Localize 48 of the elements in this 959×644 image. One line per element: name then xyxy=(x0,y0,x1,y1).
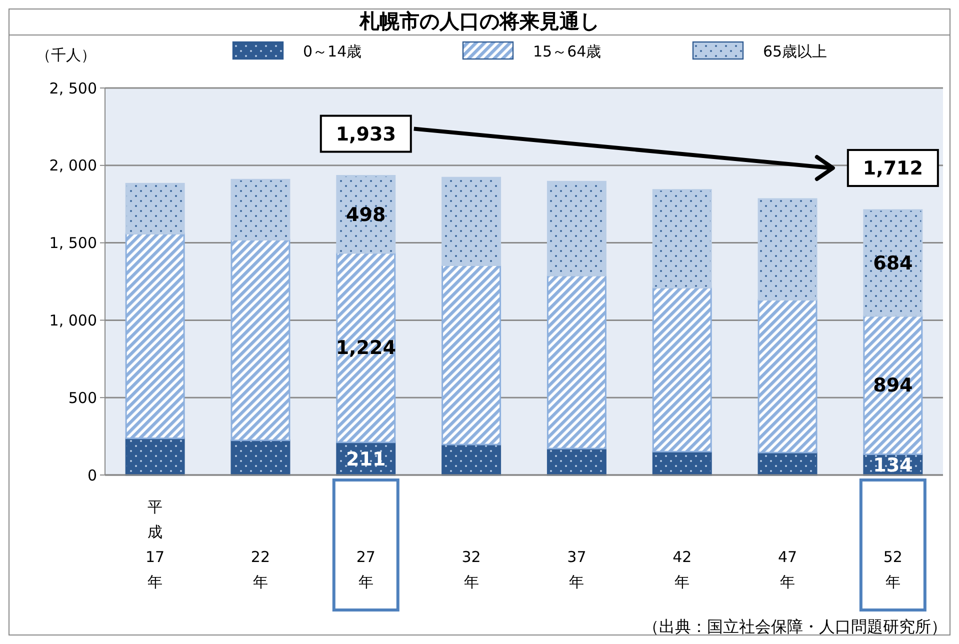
x-tick-label: 32年 xyxy=(462,548,481,591)
bar xyxy=(125,438,185,476)
bar xyxy=(336,175,396,254)
x-tick-label: 42年 xyxy=(672,548,692,591)
x-tick-label: 27年 xyxy=(356,548,376,591)
bar xyxy=(863,315,923,456)
bar xyxy=(546,448,606,476)
y-tick-label: 1, 500 xyxy=(49,234,97,252)
bar xyxy=(758,198,818,301)
text: （出典：国立社会保障・人口問題研究所） xyxy=(643,617,947,636)
bar xyxy=(652,286,712,452)
y-tick-label: 2, 500 xyxy=(49,79,97,98)
bar xyxy=(125,232,185,440)
y-tick-label: 500 xyxy=(68,388,97,407)
x-tick-label: 37年 xyxy=(567,548,586,591)
legend-label: 0～14歳 xyxy=(303,42,362,60)
x-tick-label: 47年 xyxy=(778,548,798,591)
chart-title: 札幌市の人口の将来見通し xyxy=(358,9,600,33)
bar xyxy=(442,444,502,476)
x-tick-label: 52年 xyxy=(883,548,902,591)
bar xyxy=(125,182,185,234)
data-label: 498 xyxy=(346,204,386,226)
bar xyxy=(230,238,290,442)
y-axis-title: （千人） xyxy=(36,46,96,64)
legend-label: 15～64歳 xyxy=(533,42,602,60)
legend-label: 65歳以上 xyxy=(763,42,828,60)
bar xyxy=(546,274,606,450)
bar xyxy=(230,440,290,476)
annotation: 1,712 xyxy=(862,158,923,180)
data-label: 1,224 xyxy=(336,337,396,360)
data-label: 134 xyxy=(873,454,913,476)
data-label: 684 xyxy=(873,252,913,275)
annotation: 1,933 xyxy=(336,123,396,146)
bar xyxy=(442,264,502,446)
y-tick-label: 2, 000 xyxy=(49,156,97,175)
bar xyxy=(758,299,818,454)
x-tick-label: 平成17年 xyxy=(146,498,165,591)
y-tick-label: 1, 000 xyxy=(49,311,97,330)
bar xyxy=(230,178,290,240)
bar xyxy=(442,176,502,266)
data-label: 211 xyxy=(346,448,386,470)
bar xyxy=(652,189,712,288)
data-label: 894 xyxy=(873,374,913,397)
y-tick-label: 0 xyxy=(87,466,97,484)
bar xyxy=(863,209,923,317)
bar xyxy=(546,180,606,276)
bar xyxy=(336,252,396,444)
x-tick-label: 22年 xyxy=(250,548,270,591)
